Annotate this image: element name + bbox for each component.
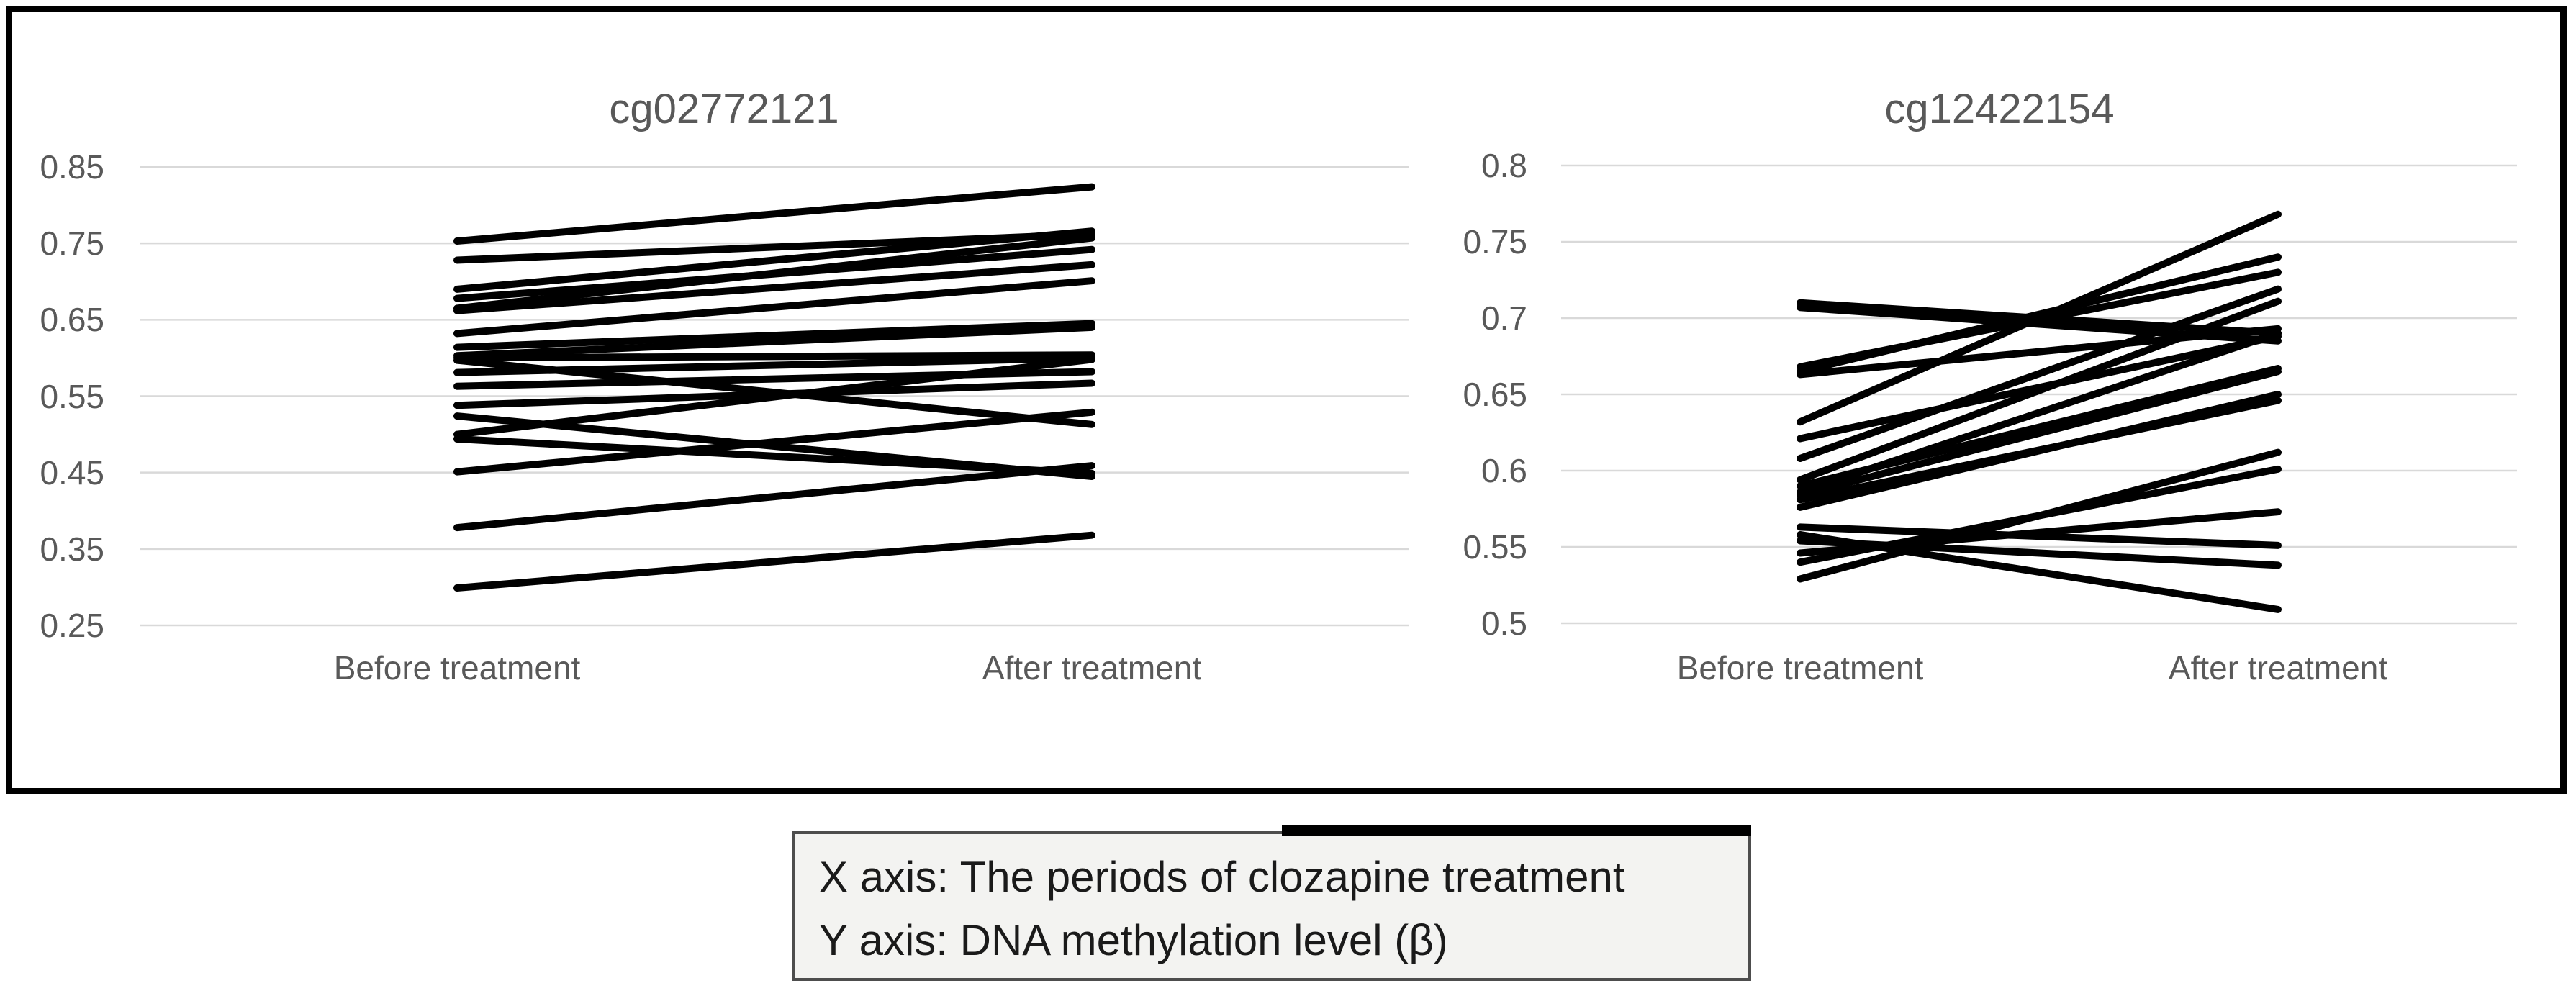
data-line-pair-06 [453,261,1095,314]
data-line-pair-09 [1797,297,2282,484]
data-line-pair-06 [1797,210,2282,426]
x-label-left-before: Before treatment [333,649,581,687]
data-line-pair-08 [453,320,1095,351]
data-line-pair-19 [453,462,1095,532]
y-axis-tick-label: 0.6 [1481,452,1527,489]
chart-title-left: cg02772121 [609,86,839,132]
chart-cg12422154 [1561,164,2517,625]
y-axis-tick-label: 0.85 [40,148,104,186]
y-axis-tick-label: 0.65 [1463,376,1527,413]
data-line-pair-12 [453,354,1095,376]
chart-title-right: cg12422154 [1884,86,2115,132]
caption-line-x-axis: X axis: The periods of clozapine treatme… [819,853,1625,901]
y-axis-tick-label: 0.25 [40,607,104,644]
data-line-pair-10 [453,351,1095,362]
data-line-pair-05 [453,234,1095,312]
y-axis-tick-label: 0.75 [1463,223,1527,261]
data-line-pair-18 [453,408,1095,476]
y-axis-tick-label: 0.8 [1481,147,1527,184]
y-axis-tick-label: 0.75 [40,225,104,263]
data-line-pair-15 [1797,523,2282,549]
data-line-pair-17 [453,435,1095,477]
caption-top-bar [1282,825,1751,836]
x-label-left-after: After treatment [982,649,1202,687]
data-line-pair-09 [453,323,1095,360]
data-line-pair-20 [1797,448,2282,583]
x-label-right-before: Before treatment [1676,649,1924,687]
y-axis-tick-label: 0.35 [40,530,104,568]
y-axis-tick-label: 0.55 [40,377,104,415]
data-line-pair-14 [1797,391,2282,511]
data-line-pair-01 [453,183,1095,245]
x-label-right-after: After treatment [2168,649,2388,687]
caption-box: X axis: The periods of clozapine treatme… [792,825,1751,981]
data-line-pair-05 [1797,325,2282,379]
data-line-pair-03 [453,227,1095,293]
y-axis-tick-label: 0.45 [40,453,104,492]
data-line-pair-20 [453,531,1095,592]
chart-cg02772121 [140,166,1409,627]
y-axis-tick-label: 0.7 [1481,299,1527,337]
data-line-pair-16 [453,356,1095,438]
y-axis-tick-label: 0.5 [1481,605,1527,642]
caption-line-y-axis: Y axis: DNA methylation level (β) [819,916,1448,964]
data-line-pair-11 [1797,330,2282,496]
data-line-pair-08 [1797,285,2282,462]
y-axis-tick-label: 0.55 [1463,528,1527,566]
data-line-pair-12 [1797,368,2282,499]
data-line-pair-07 [453,277,1095,338]
y-axis-tick-label: 0.65 [40,301,104,339]
